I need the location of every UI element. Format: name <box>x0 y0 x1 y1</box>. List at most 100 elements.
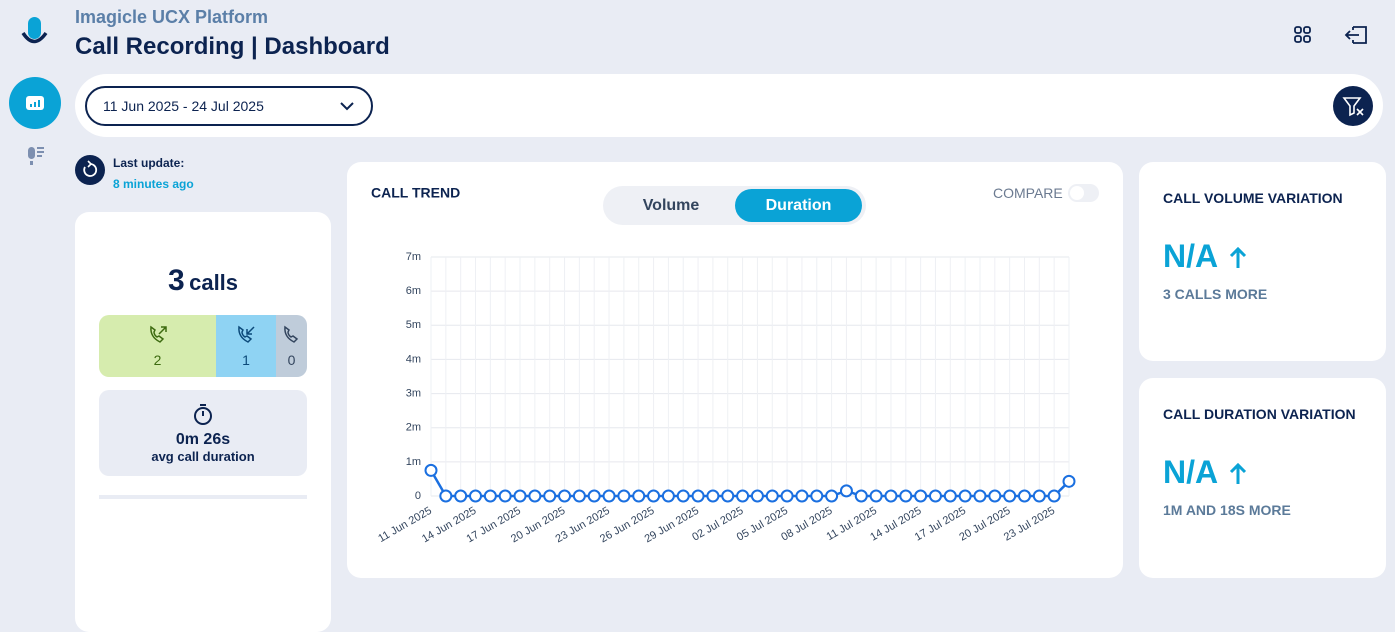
incoming: 1 <box>216 315 276 377</box>
y-tick-label: 1m <box>406 456 421 468</box>
filter-button[interactable] <box>1332 85 1374 127</box>
data-point <box>1032 489 1046 503</box>
outgoing-icon <box>149 325 167 343</box>
y-tick-label: 4m <box>406 353 421 365</box>
sidebar <box>9 17 61 165</box>
data-point <box>736 489 750 503</box>
data-point <box>439 489 453 503</box>
unknown: 0 <box>276 315 307 377</box>
data-point <box>943 489 957 503</box>
variation-note: 3 CALLS MORE <box>1163 286 1268 302</box>
data-point <box>1047 489 1061 503</box>
card-title: CALL DURATION VARIATION <box>1163 406 1356 422</box>
data-point <box>780 489 794 503</box>
data-point <box>810 489 824 503</box>
avg-duration-label: avg call duration <box>151 449 255 464</box>
avg-duration: 0m 26s <box>175 431 231 448</box>
trend-card: CALL TREND 0 1m 2m 3m 4m 5m 6m 7m 11 Jun 2025 14 … <box>347 162 1123 578</box>
last-update-label: Last update: <box>113 156 185 170</box>
page: Imagicle UCX Platform Call Recording | D… <box>9 7 1386 632</box>
chart-title: CALL TREND <box>371 185 460 201</box>
data-point <box>854 489 868 503</box>
logout-button[interactable] <box>1344 26 1367 44</box>
toggle-duration[interactable]: Duration <box>735 189 862 222</box>
call-split: 2 1 0 <box>99 315 307 377</box>
incoming-icon <box>238 325 255 343</box>
volume-variation-card: CALL VOLUME VARIATION N/A 3 CALLS MORE <box>1139 162 1386 361</box>
unknown-icon <box>283 325 298 343</box>
count-unit: calls <box>189 270 239 295</box>
data-point <box>676 489 690 503</box>
data-point <box>988 489 1002 503</box>
data-point <box>765 489 779 503</box>
recordings-nav[interactable] <box>28 147 44 165</box>
data-point <box>869 489 883 503</box>
up-arrow <box>1229 462 1247 484</box>
refresh-icon[interactable] <box>75 155 105 185</box>
card-title: CALL VOLUME VARIATION <box>1163 190 1343 206</box>
variation-value: N/A <box>1163 454 1219 490</box>
data-point <box>973 489 987 503</box>
avg-duration-box: 0m 26s avg call duration <box>99 390 307 476</box>
apps-button[interactable] <box>1294 26 1311 43</box>
data-point <box>424 463 438 477</box>
y-tick-label: 3m <box>406 387 421 399</box>
data-point <box>572 489 586 503</box>
y-tick-label: 5m <box>406 319 421 331</box>
data-point <box>647 489 661 503</box>
compare-switch[interactable] <box>1068 184 1099 202</box>
data-point <box>691 489 705 503</box>
outgoing-count: 2 <box>153 352 162 368</box>
data-point <box>914 489 928 503</box>
x-tick-label: 23 Jul 2025 <box>1002 505 1057 544</box>
data-point <box>928 489 942 503</box>
unknown-count: 0 <box>287 352 296 368</box>
count: 3 <box>167 264 185 297</box>
data-point <box>528 489 542 503</box>
trend-line <box>429 469 1070 498</box>
data-point <box>795 489 809 503</box>
data-point <box>721 489 735 503</box>
timer-icon <box>194 404 212 425</box>
y-tick-label: 6m <box>406 285 421 297</box>
up-arrow <box>1229 246 1247 268</box>
data-point <box>543 489 557 503</box>
data-point <box>884 489 898 503</box>
data-point <box>825 489 839 503</box>
data-point <box>899 489 913 503</box>
y-tick-label: 7m <box>406 251 421 263</box>
call-count: 3 calls <box>75 264 331 298</box>
data-point <box>958 489 972 503</box>
data-point <box>632 489 646 503</box>
data-point <box>839 484 853 498</box>
divider <box>99 495 307 499</box>
date-range: 11 Jun 2025 - 24 Jul 2025 <box>103 98 264 114</box>
summary-card: 3 calls 2 1 0 0m 26s avg call duration <box>75 212 331 632</box>
data-point <box>1062 474 1076 488</box>
y-tick-label: 2m <box>406 422 421 434</box>
platform-name: Imagicle UCX Platform <box>75 7 269 27</box>
data-point <box>706 489 720 503</box>
data-point <box>1003 489 1017 503</box>
header-icons <box>1294 26 1367 44</box>
page-title: Call Recording | Dashboard <box>75 33 390 60</box>
toggle-volume[interactable]: Volume <box>642 197 700 214</box>
data-point <box>661 489 675 503</box>
data-point <box>513 489 527 503</box>
duration-variation-card: CALL DURATION VARIATION N/A 1M AND 18S M… <box>1139 378 1386 578</box>
outgoing: 2 <box>99 315 216 377</box>
last-update-value: 8 minutes ago <box>113 177 194 191</box>
variation-note: 1M AND 18S MORE <box>1163 502 1291 518</box>
data-point <box>498 489 512 503</box>
data-point <box>587 489 601 503</box>
variation-value: N/A <box>1163 238 1219 274</box>
data-point <box>1017 489 1031 503</box>
date-range-dropdown[interactable]: 11 Jun 2025 - 24 Jul 2025 <box>85 86 373 126</box>
chevron <box>340 102 354 111</box>
data-point <box>454 489 468 503</box>
metric-toggle: Volume Duration <box>603 186 866 225</box>
data-point <box>602 489 616 503</box>
data-point <box>750 489 764 503</box>
data-point <box>483 489 497 503</box>
